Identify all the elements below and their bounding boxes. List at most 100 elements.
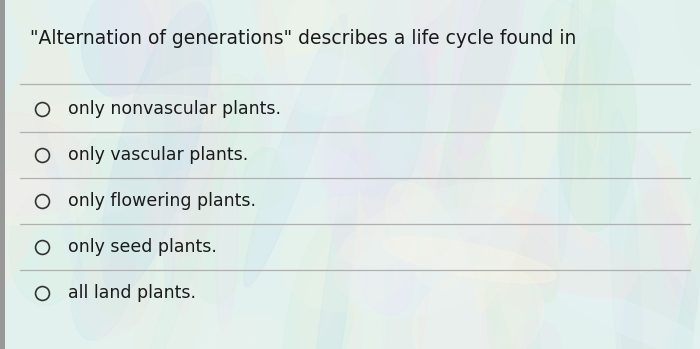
Ellipse shape [540,0,598,104]
Ellipse shape [455,205,638,298]
Ellipse shape [351,129,365,349]
Ellipse shape [137,100,243,349]
Ellipse shape [184,74,265,304]
Ellipse shape [482,184,554,349]
Ellipse shape [284,0,344,110]
Ellipse shape [386,182,464,290]
Ellipse shape [634,140,698,314]
Ellipse shape [71,213,136,340]
Ellipse shape [547,136,624,273]
Ellipse shape [163,0,182,300]
Ellipse shape [382,237,556,283]
Ellipse shape [490,210,561,311]
Ellipse shape [76,132,155,327]
Ellipse shape [580,40,599,152]
Ellipse shape [512,0,556,47]
Ellipse shape [409,0,436,102]
Ellipse shape [617,166,683,349]
Ellipse shape [384,126,435,349]
Ellipse shape [333,237,398,300]
Ellipse shape [0,111,90,216]
Ellipse shape [360,191,386,349]
Text: only seed plants.: only seed plants. [68,238,217,256]
Ellipse shape [331,0,454,43]
Ellipse shape [579,0,619,181]
Ellipse shape [514,320,561,349]
Ellipse shape [99,0,162,120]
Ellipse shape [42,216,110,297]
Ellipse shape [446,166,523,349]
Ellipse shape [27,95,223,137]
Ellipse shape [346,0,433,170]
Ellipse shape [0,172,133,222]
Ellipse shape [419,130,500,349]
Ellipse shape [359,44,429,219]
Ellipse shape [134,236,205,349]
Ellipse shape [370,0,446,53]
Ellipse shape [341,183,513,266]
Ellipse shape [328,147,415,315]
Ellipse shape [279,91,410,194]
Ellipse shape [332,0,400,180]
Ellipse shape [101,2,212,295]
Ellipse shape [111,139,178,227]
Ellipse shape [486,217,541,349]
Ellipse shape [656,141,699,275]
Ellipse shape [499,127,525,206]
Text: "Alternation of generations" describes a life cycle found in: "Alternation of generations" describes a… [30,29,576,48]
Ellipse shape [284,213,360,349]
Ellipse shape [92,301,254,349]
Ellipse shape [244,14,347,287]
Ellipse shape [34,102,88,303]
Ellipse shape [666,219,700,349]
Text: only nonvascular plants.: only nonvascular plants. [68,100,281,118]
Ellipse shape [559,0,578,262]
Ellipse shape [503,215,529,349]
Ellipse shape [424,142,464,191]
Ellipse shape [561,45,596,248]
Ellipse shape [78,255,148,336]
Ellipse shape [151,60,172,177]
Text: only vascular plants.: only vascular plants. [68,146,248,164]
Ellipse shape [271,54,373,116]
Ellipse shape [81,0,155,97]
Ellipse shape [677,0,700,66]
Ellipse shape [452,0,529,160]
Ellipse shape [127,0,203,164]
Ellipse shape [309,149,358,349]
Ellipse shape [561,0,617,173]
Ellipse shape [48,153,77,270]
Ellipse shape [347,209,520,318]
Ellipse shape [413,265,544,349]
Ellipse shape [244,148,287,209]
Ellipse shape [434,0,525,255]
Ellipse shape [610,109,642,349]
Ellipse shape [662,213,689,307]
Ellipse shape [244,144,364,228]
Ellipse shape [578,5,638,84]
Ellipse shape [143,66,239,107]
Ellipse shape [9,192,83,305]
Ellipse shape [622,268,693,349]
Ellipse shape [129,0,228,178]
Text: only flowering plants.: only flowering plants. [68,192,256,210]
Ellipse shape [624,190,692,349]
Ellipse shape [298,229,352,349]
Ellipse shape [363,0,477,226]
Ellipse shape [146,0,221,213]
Ellipse shape [32,0,209,45]
Ellipse shape [314,113,370,195]
Ellipse shape [251,73,271,150]
Ellipse shape [370,0,456,80]
Ellipse shape [676,174,700,349]
Bar [0,0,5,349]
Ellipse shape [466,71,491,286]
Ellipse shape [683,128,700,208]
Ellipse shape [322,0,379,229]
Ellipse shape [0,171,85,226]
Ellipse shape [475,8,580,311]
Ellipse shape [190,41,204,93]
Ellipse shape [223,0,303,159]
Ellipse shape [558,28,636,232]
Ellipse shape [146,168,219,258]
